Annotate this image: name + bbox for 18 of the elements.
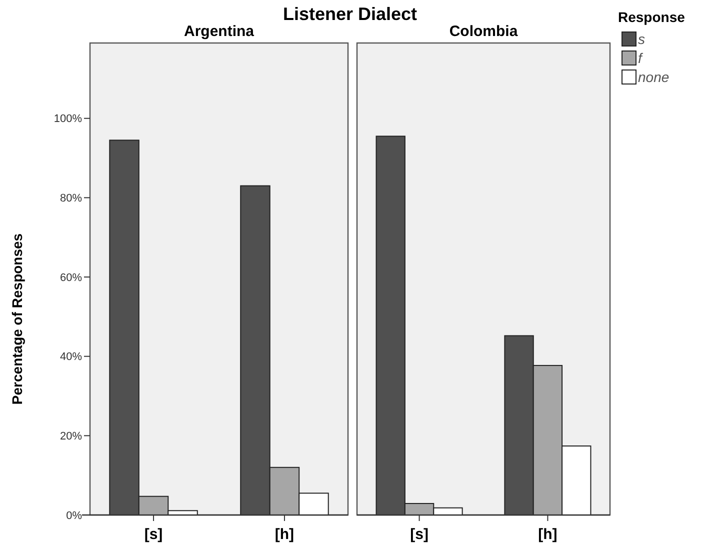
chart-subtitle: Colombia bbox=[449, 23, 518, 40]
chart-title: Listener Dialect bbox=[282, 4, 418, 24]
x-tick-label: [s] bbox=[410, 526, 428, 543]
y-tick-label: 20% bbox=[60, 430, 82, 443]
legend-label: none bbox=[638, 69, 670, 85]
legend-label: s bbox=[638, 31, 645, 47]
legend-label: f bbox=[638, 50, 644, 66]
y-tick-label: 0% bbox=[66, 510, 82, 522]
legend-title: Response bbox=[618, 9, 686, 25]
chart-subtitle: Argentina bbox=[184, 23, 255, 40]
y-tick-label: 40% bbox=[60, 351, 82, 364]
x-tick-label: [s] bbox=[144, 526, 163, 543]
x-tick-label: [h] bbox=[274, 526, 294, 543]
y-axis-title: Percentage of Responses bbox=[9, 233, 25, 405]
y-tick-label: 100% bbox=[54, 113, 82, 126]
y-tick-label: 60% bbox=[60, 272, 82, 284]
y-tick-label: 80% bbox=[60, 192, 82, 205]
x-tick-label: [h] bbox=[538, 526, 558, 543]
